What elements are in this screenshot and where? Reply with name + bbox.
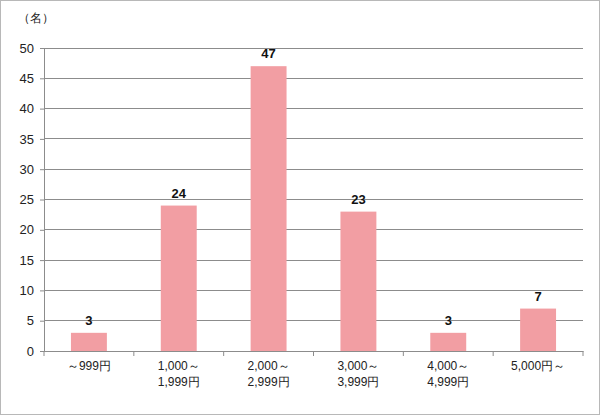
chart: 0 5 10 15 20 25 30 35 40 45 50 ～999円 1,000～ 1,999円 2,0… — [0, 0, 600, 415]
chart-frame — [1, 1, 600, 415]
y-tick-mark — [40, 230, 44, 231]
y-tick-label: 40 — [20, 101, 34, 116]
x-tick-label-line: 5,000円～ — [511, 359, 565, 373]
y-tick-label: 50 — [20, 41, 34, 56]
x-tick-label-line: 3,000～ — [337, 359, 379, 373]
data-label: 24 — [172, 186, 187, 201]
x-tick: ～999円 — [67, 359, 111, 373]
plot: 0 5 10 15 20 25 30 35 40 45 50 ～999円 1,000～ 1,999円 2,0… — [20, 41, 584, 389]
grid-line — [44, 229, 583, 230]
x-tick-label: 4,000～ 4,999円 — [427, 359, 469, 389]
bar — [430, 333, 466, 351]
category-divider — [403, 351, 404, 356]
x-tick-label-line: 4,999円 — [427, 375, 469, 389]
y-axis-line — [44, 49, 45, 352]
grid — [44, 48, 583, 351]
bars — [71, 66, 556, 351]
category-divider — [133, 351, 134, 356]
y-axis: 0 5 10 15 20 25 30 35 40 45 50 — [20, 41, 45, 359]
y-tick-label: 20 — [20, 222, 34, 237]
y-tick-label: 0 — [27, 344, 34, 359]
x-tick: 5,000円～ — [511, 359, 565, 373]
grid-line — [44, 169, 583, 170]
x-tick-label: 5,000円～ — [511, 359, 565, 373]
y-tick-label: 15 — [20, 253, 34, 268]
x-tick: 2,000～ 2,999円 — [248, 359, 290, 389]
y-tick: 10 — [20, 283, 44, 298]
bar — [71, 333, 107, 351]
x-tick: 3,000～ 3,999円 — [337, 359, 379, 389]
category-dividers — [44, 351, 583, 356]
bar — [161, 206, 197, 351]
y-tick-mark — [40, 290, 44, 291]
data-label: 47 — [261, 46, 275, 61]
y-tick-label: 10 — [20, 283, 34, 298]
category-divider — [493, 351, 494, 356]
y-tick-label: 25 — [20, 192, 34, 207]
y-tick: 0 — [27, 344, 44, 359]
x-tick-label-line: ～999円 — [67, 359, 111, 373]
y-tick: 20 — [20, 222, 44, 237]
y-tick-mark — [40, 321, 44, 322]
y-tick: 45 — [20, 71, 44, 86]
category-divider — [313, 351, 314, 356]
grid-line — [44, 138, 583, 139]
grid-line — [44, 78, 583, 79]
y-tick-label: 30 — [20, 162, 34, 177]
x-tick-label-line: 4,000～ — [427, 359, 469, 373]
y-tick-label: 35 — [20, 132, 34, 147]
bar — [520, 309, 556, 351]
x-tick-label: 3,000～ 3,999円 — [337, 359, 379, 389]
y-tick: 25 — [20, 192, 44, 207]
data-label: 3 — [85, 313, 92, 328]
x-tick-label-line: 2,999円 — [248, 375, 290, 389]
x-tick: 1,000～ 1,999円 — [158, 359, 200, 389]
x-tick: 4,000～ 4,999円 — [427, 359, 469, 389]
y-tick-mark — [40, 109, 44, 110]
y-tick: 40 — [20, 101, 44, 116]
x-axis: ～999円 1,000～ 1,999円 2,000～ 2,999円 3,000～ 3,999… — [44, 351, 584, 389]
x-tick-label: ～999円 — [67, 359, 111, 373]
grid-line — [44, 108, 583, 109]
grid-line — [44, 199, 583, 200]
y-tick: 30 — [20, 162, 44, 177]
y-tick-mark — [40, 200, 44, 201]
x-tick-label-line: 2,000～ — [248, 359, 290, 373]
x-tick-label-line: 1,000～ — [158, 359, 200, 373]
bar — [251, 66, 287, 351]
category-divider — [583, 351, 584, 356]
x-tick-label: 2,000～ 2,999円 — [248, 359, 290, 389]
category-divider — [44, 351, 45, 356]
data-label: 7 — [534, 289, 541, 304]
y-tick: 5 — [27, 313, 44, 328]
y-tick-mark — [40, 169, 44, 170]
data-label: 3 — [445, 313, 452, 328]
y-tick-label: 45 — [20, 71, 34, 86]
grid-line — [44, 290, 583, 291]
y-tick: 35 — [20, 132, 44, 147]
y-tick-mark — [40, 48, 44, 49]
y-tick-label: 5 — [27, 313, 34, 328]
grid-line — [44, 48, 583, 49]
y-tick-mark — [40, 351, 44, 352]
x-tick-label-line: 3,999円 — [337, 375, 379, 389]
data-labels: 3 24 47 23 3 7 — [85, 46, 541, 328]
x-tick-label: 1,000～ 1,999円 — [158, 359, 200, 389]
y-tick-mark — [40, 78, 44, 79]
y-axis-title: （名） — [18, 11, 54, 25]
y-tick-mark — [40, 260, 44, 261]
grid-line — [44, 320, 583, 321]
y-tick: 50 — [20, 41, 44, 56]
y-tick: 15 — [20, 253, 44, 268]
bar — [340, 212, 376, 351]
x-tick-label-line: 1,999円 — [158, 375, 200, 389]
category-divider — [223, 351, 224, 356]
y-tick-mark — [40, 139, 44, 140]
grid-line — [44, 260, 583, 261]
data-label: 23 — [351, 192, 365, 207]
